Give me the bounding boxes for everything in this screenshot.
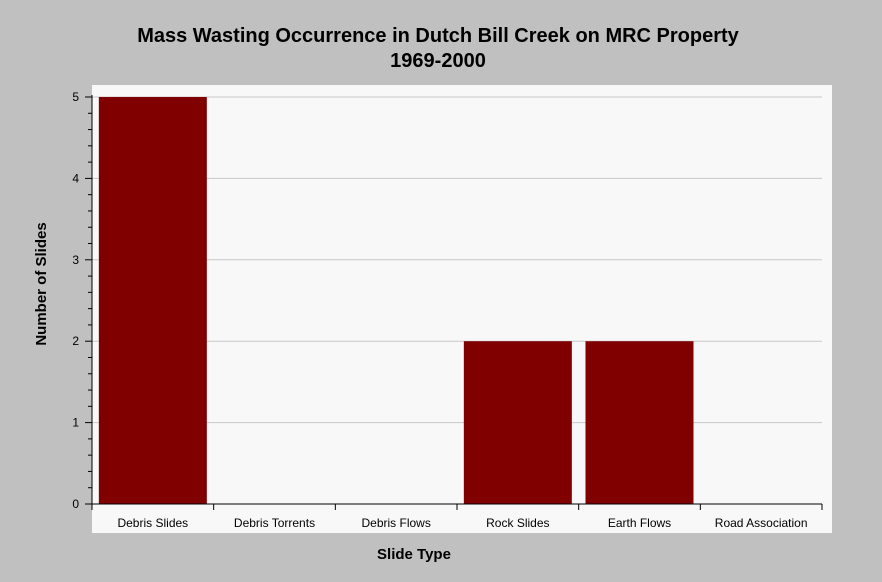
- y-tick-label: 5: [72, 90, 79, 104]
- chart-subtitle: 1969-2000: [390, 50, 486, 72]
- x-tick-label: Road Association: [715, 516, 808, 530]
- y-tick-labels: 0 1 2 3 4 5: [72, 90, 79, 511]
- y-tick-label: 2: [72, 334, 79, 348]
- y-tick-label: 0: [72, 497, 79, 511]
- y-axis-label: Number of Slides: [33, 222, 50, 345]
- x-tick-labels: Debris Slides Debris Torrents Debris Flows…: [117, 516, 807, 530]
- bar: [98, 97, 207, 504]
- x-tick-label: Rock Slides: [486, 516, 549, 530]
- x-tick-label: Earth Flows: [608, 516, 671, 530]
- x-axis-label: Slide Type: [377, 546, 451, 563]
- x-tick-label: Debris Torrents: [234, 516, 315, 530]
- x-tick-label: Debris Flows: [361, 516, 430, 530]
- axes: [85, 95, 823, 510]
- y-tick-label: 4: [72, 171, 79, 185]
- x-tick-label: Debris Slides: [117, 516, 188, 530]
- plot-area: [92, 85, 832, 533]
- chart-title: Mass Wasting Occurrence in Dutch Bill Cr…: [137, 25, 739, 47]
- bar: [463, 341, 572, 504]
- bars: [98, 97, 694, 504]
- y-tick-label: 1: [72, 416, 79, 430]
- bar: [585, 341, 694, 504]
- y-tick-label: 3: [72, 253, 79, 267]
- gridlines: [92, 96, 822, 424]
